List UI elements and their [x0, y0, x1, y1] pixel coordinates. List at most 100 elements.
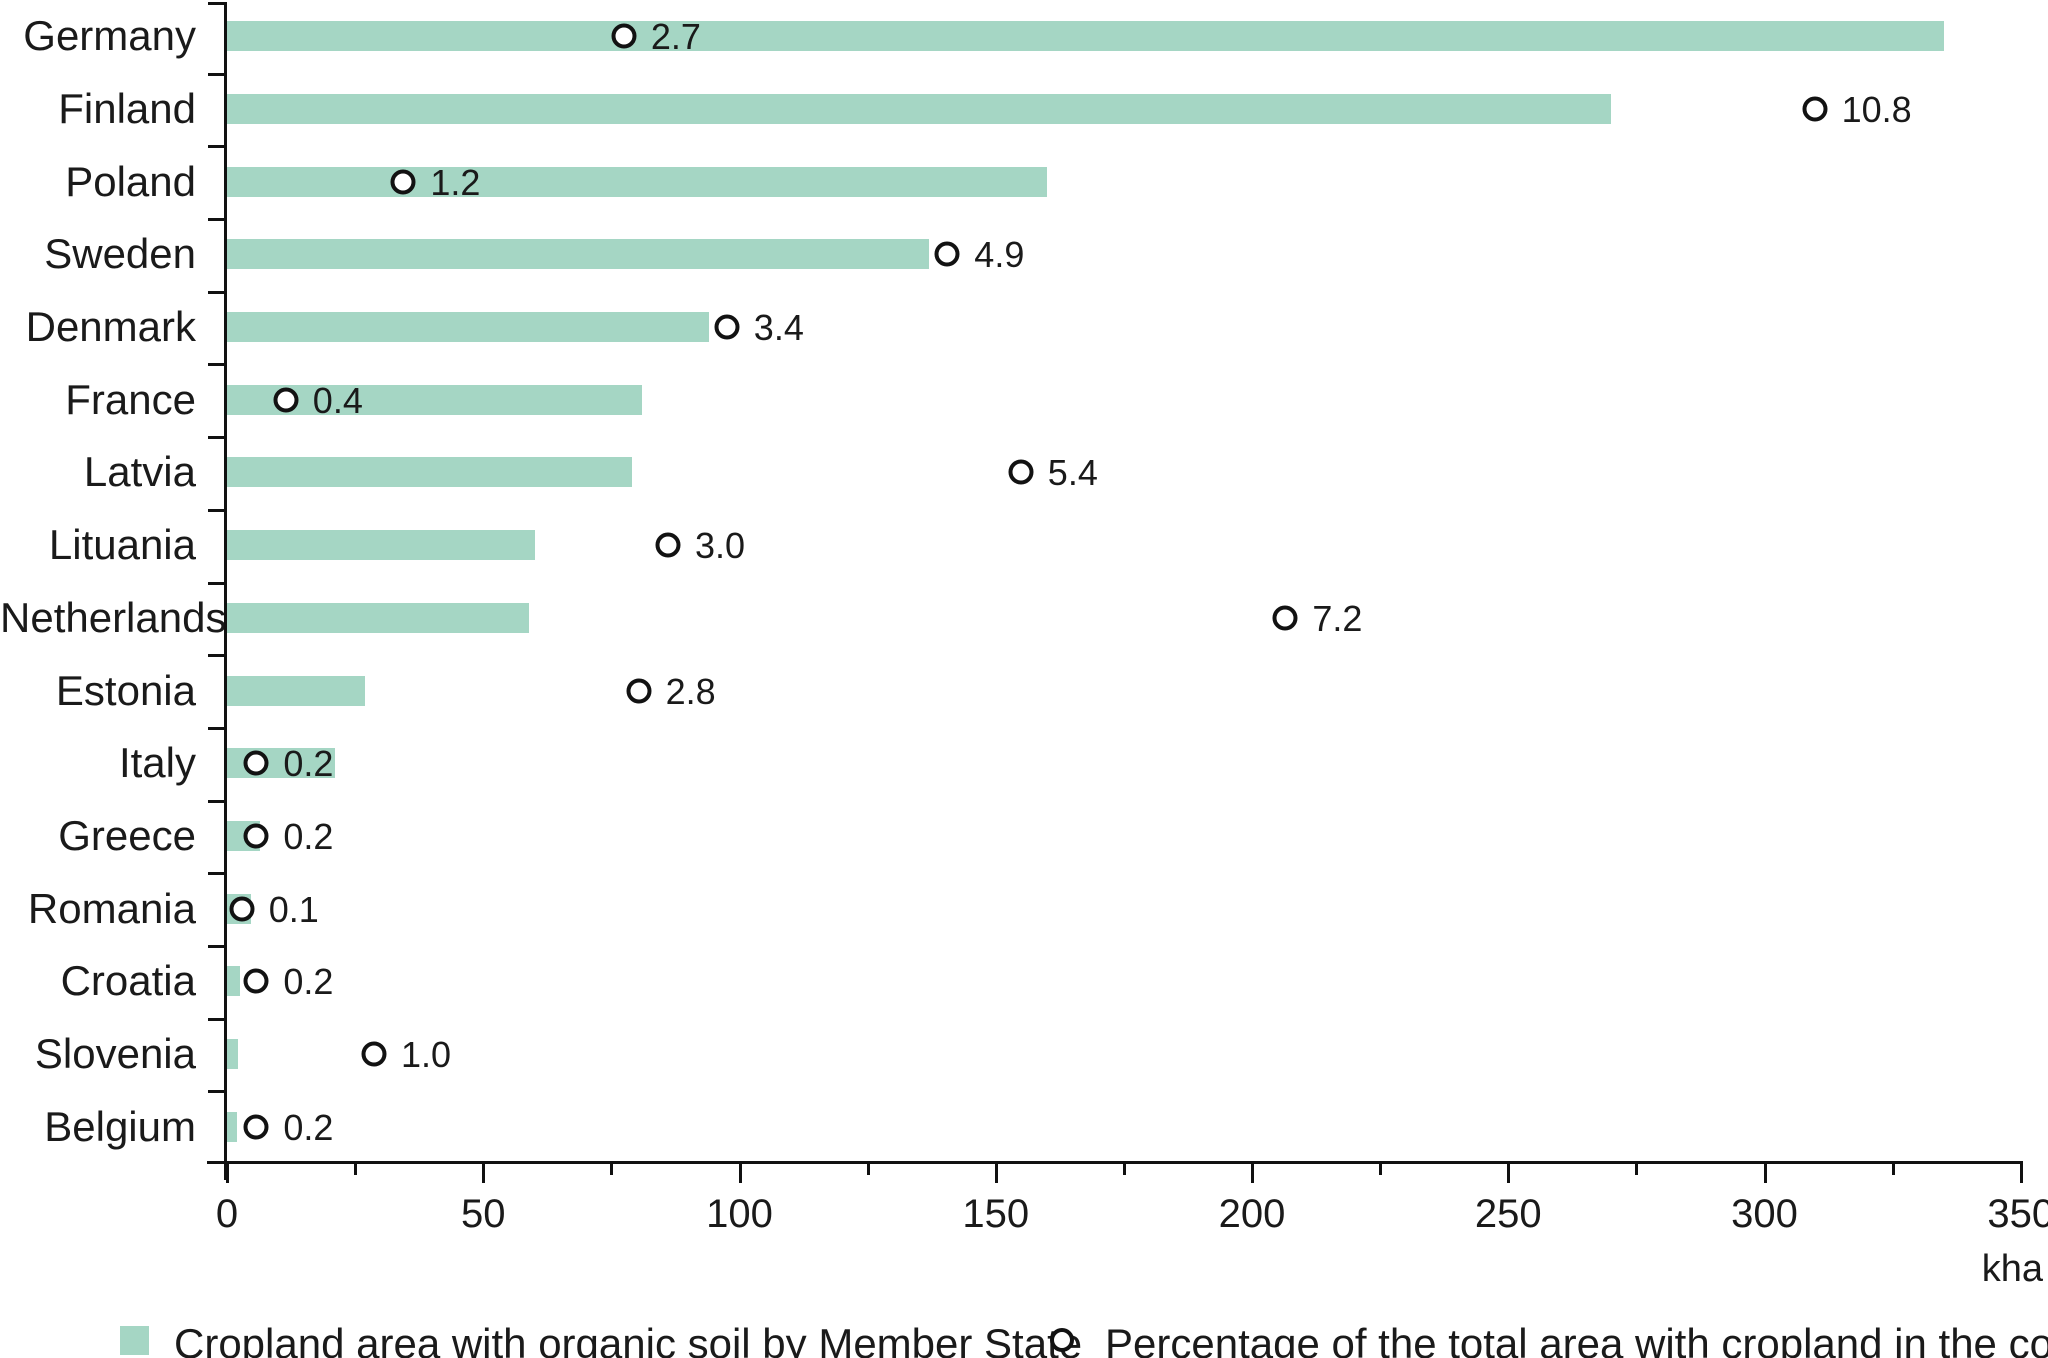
bar-germany: [227, 21, 1944, 52]
pct-marker-germany: [611, 23, 637, 49]
pct-value-slovenia: 1.0: [401, 1034, 452, 1075]
x-axis-major-tick: [226, 1162, 229, 1183]
x-axis-minor-tick: [1122, 1162, 1126, 1175]
pct-marker-finland: [1802, 96, 1828, 122]
x-axis-tick-label-50: 50: [461, 1192, 506, 1236]
bar-latvia: [227, 457, 632, 488]
y-axis-line: [224, 2, 227, 1180]
x-axis-tick-label-350: 350: [1987, 1192, 2048, 1236]
y-axis-tick: [208, 872, 227, 876]
y-axis-tick: [208, 218, 227, 222]
pct-marker-belgium: [243, 1114, 269, 1140]
pct-value-belgium: 0.2: [283, 1106, 334, 1148]
pct-marker-poland: [390, 169, 416, 195]
x-axis-minor-tick: [866, 1162, 870, 1175]
y-axis-tick: [208, 290, 227, 294]
pct-marker-greece: [243, 823, 269, 849]
x-axis-major-tick: [1507, 1162, 1511, 1183]
pct-value-france: 0.4: [312, 379, 363, 421]
category-label-romania: Romania: [27, 884, 196, 932]
legend-pct-label: Percentage of the total area with cropla…: [1105, 1320, 2048, 1358]
pct-value-netherlands: 7.2: [1312, 597, 1363, 639]
bar-finland: [227, 94, 1611, 125]
pct-value-latvia: 5.4: [1047, 452, 1098, 494]
category-label-finland: Finland: [58, 85, 196, 133]
pct-marker-latvia: [1008, 459, 1034, 485]
x-axis-line: [207, 1161, 2023, 1164]
bar-slovenia: [227, 1039, 238, 1069]
x-axis-tick-label-0: 0: [215, 1192, 239, 1236]
x-axis-minor-tick: [1379, 1162, 1383, 1175]
y-axis-tick: [208, 436, 227, 440]
x-axis-major-tick: [482, 1162, 486, 1183]
bar-estonia: [227, 675, 366, 706]
y-axis-tick: [208, 72, 227, 76]
pct-value-finland: 10.8: [1841, 89, 1912, 131]
y-axis-tick: [208, 581, 227, 585]
y-axis-tick: [208, 799, 227, 803]
y-axis-tick: [208, 1090, 227, 1094]
x-axis-tick-label-200: 200: [1218, 1192, 1286, 1236]
category-label-croatia: Croatia: [60, 957, 196, 1005]
pct-value-estonia: 2.8: [665, 670, 716, 712]
y-axis-tick: [208, 508, 227, 512]
bar-lituania: [227, 530, 535, 561]
x-axis-tick-label-100: 100: [706, 1192, 773, 1236]
pct-value-greece: 0.2: [283, 815, 334, 857]
y-axis-tick: [208, 654, 227, 658]
pct-value-germany: 2.7: [650, 16, 701, 58]
x-axis-tick-label-150: 150: [962, 1192, 1030, 1236]
pct-value-croatia: 0.2: [283, 961, 334, 1003]
category-label-lituania: Lituania: [48, 521, 196, 569]
pct-value-romania: 0.1: [268, 888, 319, 930]
category-label-latvia: Latvia: [83, 448, 196, 496]
x-axis-major-tick: [2019, 1162, 2023, 1183]
x-axis-major-tick: [1763, 1162, 1767, 1183]
pct-marker-denmark: [714, 314, 740, 340]
y-axis-tick: [208, 944, 227, 948]
x-axis-minor-tick: [1891, 1162, 1895, 1175]
y-axis-tick: [208, 145, 227, 149]
pct-marker-croatia: [243, 968, 269, 994]
y-axis-tick: [208, 363, 227, 367]
y-axis-tick: [208, 2, 227, 5]
category-label-netherlands: Netherlands: [0, 593, 227, 641]
y-axis-tick: [208, 726, 227, 730]
pct-value-denmark: 3.4: [753, 307, 804, 349]
pct-value-sweden: 4.9: [974, 234, 1025, 276]
legend-circle-icon: [1050, 1328, 1074, 1352]
pct-marker-estonia: [626, 678, 652, 704]
x-axis-major-tick: [1251, 1162, 1254, 1183]
y-axis-tick: [208, 1017, 227, 1021]
category-label-greece: Greece: [58, 811, 196, 859]
bar-netherlands: [227, 602, 530, 633]
category-label-estonia: Estonia: [55, 666, 196, 714]
bar-poland: [227, 166, 1047, 197]
bar-belgium: [227, 1111, 237, 1142]
bar-denmark: [227, 312, 709, 343]
pct-marker-romania: [229, 896, 255, 922]
x-axis-unit-label: kha: [1981, 1248, 2043, 1290]
legend-bar-label: Cropland area with organic soil by Membe…: [174, 1320, 1083, 1358]
category-label-sweden: Sweden: [44, 230, 196, 278]
x-axis-tick-label-250: 250: [1474, 1192, 1542, 1236]
pct-marker-italy: [243, 750, 269, 776]
category-label-germany: Germany: [23, 12, 196, 60]
category-label-slovenia: Slovenia: [34, 1030, 196, 1077]
pct-marker-france: [273, 387, 299, 413]
pct-value-lituania: 3.0: [695, 525, 746, 567]
legend-bar-swatch: [120, 1326, 149, 1355]
category-label-italy: Italy: [118, 739, 196, 787]
bar-sweden: [227, 239, 930, 270]
pct-value-italy: 0.2: [283, 743, 334, 785]
pct-marker-slovenia: [361, 1041, 387, 1067]
x-axis-major-tick: [994, 1162, 998, 1183]
pct-marker-netherlands: [1272, 605, 1298, 631]
x-axis-minor-tick: [610, 1162, 614, 1175]
x-axis-tick-label-300: 300: [1731, 1192, 1798, 1236]
x-axis-major-tick: [738, 1162, 742, 1183]
category-label-poland: Poland: [65, 157, 196, 205]
